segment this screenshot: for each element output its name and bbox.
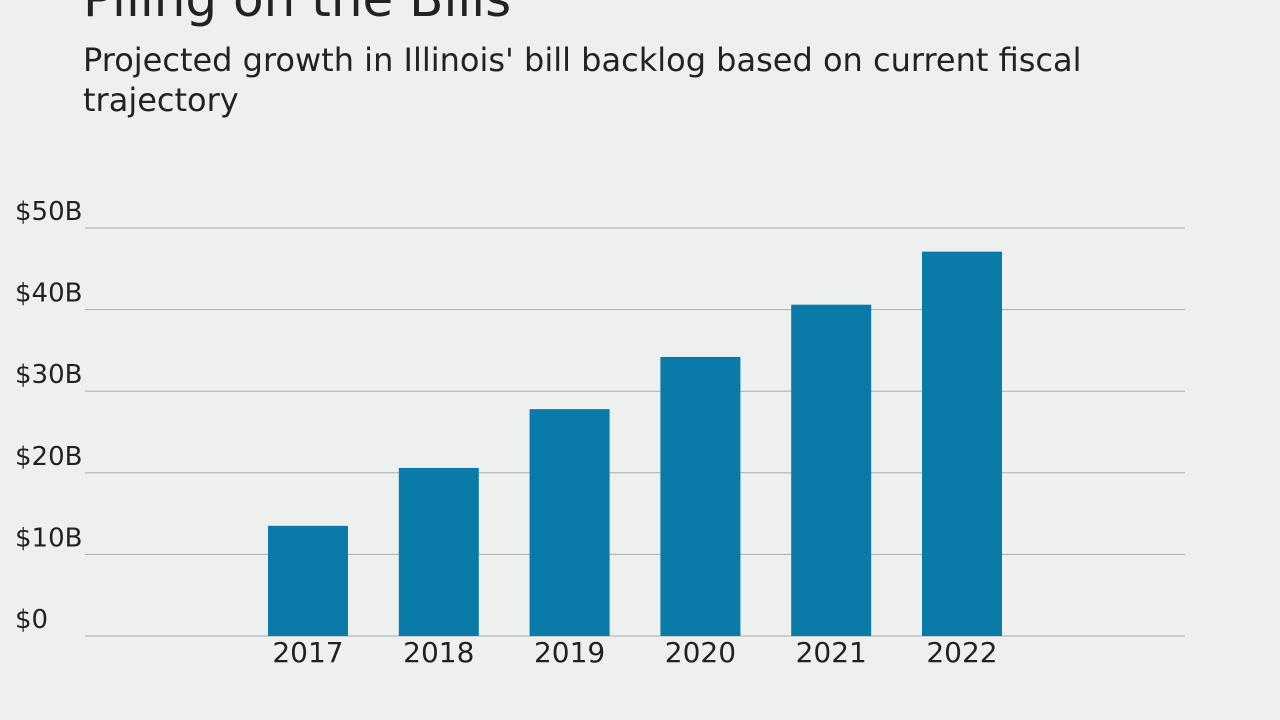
bar <box>922 251 1002 636</box>
y-tick-label: $10B <box>15 523 82 553</box>
x-tick-label: 2017 <box>272 636 343 669</box>
y-tick-label: $40B <box>15 279 82 309</box>
x-tick-label: 2019 <box>534 636 605 669</box>
y-tick-label: $30B <box>15 360 82 390</box>
x-tick-label: 2022 <box>926 636 997 669</box>
x-tick-label: 2018 <box>403 636 474 669</box>
bar <box>529 409 610 636</box>
bar <box>791 304 872 636</box>
y-tick-label: $0 <box>15 605 48 635</box>
chart-subtitle: Projected growth in Illinois' bill backl… <box>83 41 1082 119</box>
bar <box>660 356 741 636</box>
y-tick-label: $50B <box>15 197 82 227</box>
bar <box>268 525 348 636</box>
x-tick-label: 2021 <box>796 636 867 669</box>
x-tick-label: 2020 <box>665 636 736 669</box>
bar <box>398 467 479 636</box>
chart-title: Piling on the Bills <box>83 0 511 28</box>
y-tick-label: $20B <box>15 442 82 472</box>
